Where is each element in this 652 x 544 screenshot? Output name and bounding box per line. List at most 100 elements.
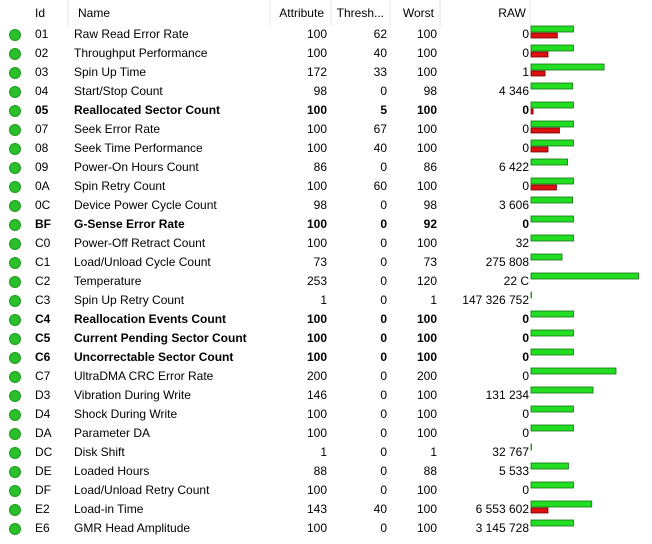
attr-worst: 100 <box>417 236 437 250</box>
attr-worst: 92 <box>424 217 438 231</box>
attr-id: DF <box>35 483 51 497</box>
threshold-bar <box>530 146 549 153</box>
attr-raw: 0 <box>522 331 529 345</box>
threshold-bar <box>530 184 557 191</box>
attr-name: Temperature <box>74 274 142 288</box>
attr-raw: 3 145 728 <box>476 521 530 535</box>
status-dot <box>9 371 21 383</box>
status-dot <box>9 409 21 421</box>
value-bar <box>530 158 568 166</box>
attr-name: Start/Stop Count <box>74 84 163 98</box>
attr-value: 100 <box>307 27 327 41</box>
attr-value: 100 <box>307 217 327 231</box>
attr-threshold: 5 <box>380 103 387 117</box>
attr-value: 98 <box>314 198 328 212</box>
column-header: Name <box>78 6 110 20</box>
attr-threshold: 67 <box>374 122 388 136</box>
attr-raw: 6 553 602 <box>476 502 530 516</box>
attr-worst: 100 <box>417 179 437 193</box>
attr-id: 01 <box>35 27 49 41</box>
attr-raw: 0 <box>522 217 529 231</box>
attr-threshold: 0 <box>380 293 387 307</box>
status-dot <box>9 124 21 136</box>
value-bar <box>530 25 574 33</box>
attr-value: 1 <box>320 445 327 459</box>
attr-raw: 0 <box>522 46 529 60</box>
status-dot <box>9 143 21 155</box>
status-dot <box>9 86 21 98</box>
attr-threshold: 0 <box>380 483 387 497</box>
status-dot <box>9 390 21 402</box>
attr-threshold: 0 <box>380 217 387 231</box>
attr-worst: 100 <box>417 141 437 155</box>
attr-worst: 98 <box>424 84 438 98</box>
attr-value: 253 <box>307 274 327 288</box>
attr-name: Spin Retry Count <box>74 179 166 193</box>
column-header: Attribute <box>279 6 324 20</box>
attr-name: Shock During Write <box>74 407 177 421</box>
attr-value: 100 <box>307 141 327 155</box>
status-dot <box>9 181 21 193</box>
attr-id: 07 <box>35 122 49 136</box>
value-bar <box>530 310 574 318</box>
attr-raw: 0 <box>522 369 529 383</box>
attr-threshold: 0 <box>380 84 387 98</box>
attr-name: Load/Unload Retry Count <box>74 483 210 497</box>
attr-id: BF <box>35 217 51 231</box>
status-dot <box>9 219 21 231</box>
attr-value: 73 <box>314 255 328 269</box>
attr-threshold: 40 <box>374 46 388 60</box>
threshold-bar <box>530 507 549 514</box>
attr-value: 200 <box>307 369 327 383</box>
attr-worst: 86 <box>424 160 438 174</box>
attr-id: 0A <box>35 179 50 193</box>
attr-raw: 0 <box>522 483 529 497</box>
threshold-bar <box>530 32 558 39</box>
status-dot <box>9 485 21 497</box>
value-bar <box>530 519 574 527</box>
value-bar <box>530 329 574 337</box>
attr-value: 1 <box>320 293 327 307</box>
attr-worst: 100 <box>417 483 437 497</box>
attr-worst: 100 <box>417 312 437 326</box>
attr-threshold: 40 <box>374 502 388 516</box>
attr-value: 98 <box>314 84 328 98</box>
attr-raw: 32 <box>516 236 530 250</box>
value-bar <box>530 234 574 242</box>
value-bar <box>530 101 574 109</box>
attr-threshold: 0 <box>380 464 387 478</box>
status-dot <box>9 48 21 60</box>
status-dot <box>9 200 21 212</box>
threshold-bar <box>530 70 546 77</box>
attr-name: Parameter DA <box>74 426 150 440</box>
attr-raw: 275 808 <box>486 255 530 269</box>
attr-raw: 1 <box>522 65 529 79</box>
attr-worst: 100 <box>417 331 437 345</box>
attr-value: 172 <box>307 65 327 79</box>
value-bar <box>530 462 569 470</box>
attr-id: C2 <box>35 274 51 288</box>
attr-worst: 98 <box>424 198 438 212</box>
threshold-bar <box>530 127 560 134</box>
attr-threshold: 0 <box>380 274 387 288</box>
attr-id: C5 <box>35 331 51 345</box>
attr-id: 08 <box>35 141 49 155</box>
attr-raw: 4 346 <box>499 84 529 98</box>
attr-id: C0 <box>35 236 51 250</box>
value-bar <box>530 82 574 90</box>
attr-value: 88 <box>314 464 328 478</box>
value-bar <box>530 367 617 375</box>
attr-threshold: 0 <box>380 312 387 326</box>
attr-raw: 147 326 752 <box>462 293 529 307</box>
attr-worst: 200 <box>417 369 437 383</box>
attr-worst: 120 <box>417 274 437 288</box>
attr-worst: 100 <box>417 122 437 136</box>
attr-value: 86 <box>314 160 328 174</box>
attr-id: E6 <box>35 521 50 535</box>
attr-worst: 100 <box>417 46 437 60</box>
attr-threshold: 0 <box>380 160 387 174</box>
attr-id: DA <box>35 426 52 440</box>
attr-raw: 6 422 <box>499 160 529 174</box>
attr-id: C4 <box>35 312 51 326</box>
